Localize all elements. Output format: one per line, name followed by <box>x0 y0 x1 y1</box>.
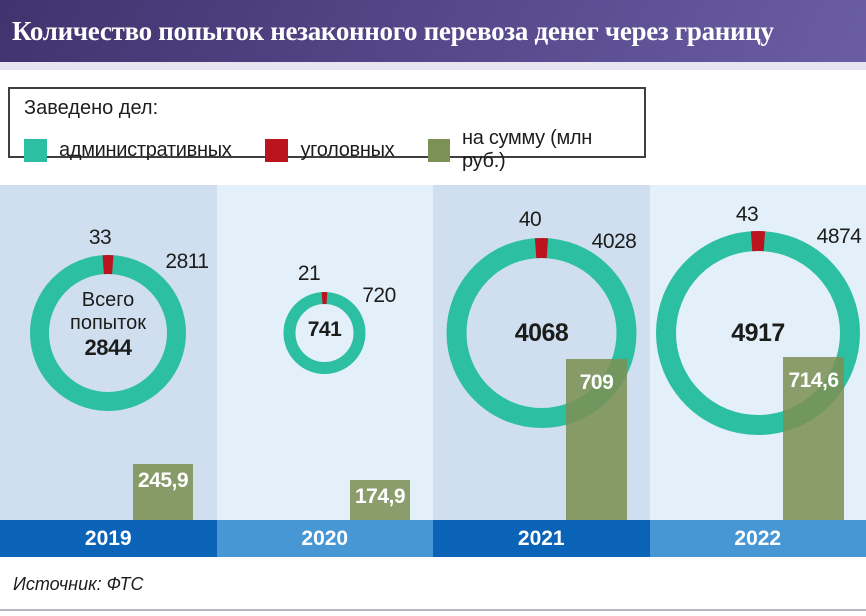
legend-box: Заведено дел: административных уголовных… <box>8 87 646 172</box>
year-label: 2022 <box>734 526 782 550</box>
legend-items-row: административных уголовных на сумму (млн… <box>24 127 630 173</box>
year-band-2022: 2022 <box>649 520 866 557</box>
total-attempts-value: 741 <box>307 318 342 341</box>
administrative-value-label-2020: 720 <box>362 284 396 307</box>
legend-item-label: уголовных <box>300 138 395 161</box>
legend-item-administrative: административных <box>24 138 232 162</box>
panel-background-2020 <box>216 185 433 520</box>
year-label: 2021 <box>517 526 565 550</box>
criminal-value-label-2019: 33 <box>88 226 112 249</box>
criminal-value-label-2022: 43 <box>735 203 759 226</box>
total-attempts-value: 4917 <box>731 319 785 347</box>
donut-center-2022: 4917 <box>731 319 785 348</box>
sum-bar-value: 714,6 <box>788 369 839 392</box>
sum-bar-value: 245,9 <box>137 469 189 492</box>
year-band-2019: 2019 <box>0 520 217 557</box>
legend-item-criminal: уголовных <box>265 138 395 162</box>
donut-center-2019: Всего попыток 2844 <box>70 289 146 360</box>
sum-bar-2021: 709 <box>566 359 627 520</box>
sum-swatch-icon <box>428 138 451 162</box>
criminal-value-label-2021: 40 <box>518 208 542 231</box>
criminal-swatch-icon <box>265 138 289 162</box>
administrative-value-label-2019: 2811 <box>165 250 209 273</box>
donut-center-2021: 4068 <box>515 319 569 348</box>
legend-item-label: административных <box>59 138 232 161</box>
legend-item-label: на сумму (млн руб.) <box>462 127 593 172</box>
criminal-tick-2020 <box>283 292 366 375</box>
year-band-2020: 2020 <box>216 520 433 557</box>
page-title: Количество попыток незаконного перевоза … <box>12 15 774 46</box>
criminal-value-label-2020: 21 <box>297 262 321 285</box>
legend-item-sum: на сумму (млн руб.) <box>428 127 630 173</box>
year-band-2021: 2021 <box>433 520 650 557</box>
donut-center-2020: 741 <box>308 318 342 342</box>
center-caption-line1: Всего <box>81 289 135 311</box>
legend-heading: Заведено дел: <box>24 97 159 119</box>
total-attempts-value: 2844 <box>84 335 132 360</box>
sum-bar-2019: 245,9 <box>133 464 193 520</box>
sum-bar-value: 709 <box>579 371 614 394</box>
criminal-tick-2019 <box>30 255 186 411</box>
bottom-divider <box>0 609 866 611</box>
source-note: Источник: ФТС <box>13 574 144 594</box>
criminal-tick-2022 <box>656 231 860 435</box>
sum-bar-2022: 714,6 <box>783 357 844 520</box>
sum-bar-value: 174,9 <box>354 485 406 508</box>
title-underline-strip <box>0 62 866 70</box>
year-label: 2020 <box>301 526 349 550</box>
year-label: 2019 <box>84 526 132 550</box>
administrative-value-label-2021: 4028 <box>591 230 637 253</box>
administrative-swatch-icon <box>24 138 47 162</box>
administrative-value-label-2022: 4874 <box>816 225 862 248</box>
total-attempts-value: 4068 <box>514 319 569 347</box>
sum-bar-2020: 174,9 <box>350 480 410 520</box>
title-bar: Количество попыток незаконного перевоза … <box>0 0 866 62</box>
center-caption-line2: попыток <box>70 312 146 334</box>
